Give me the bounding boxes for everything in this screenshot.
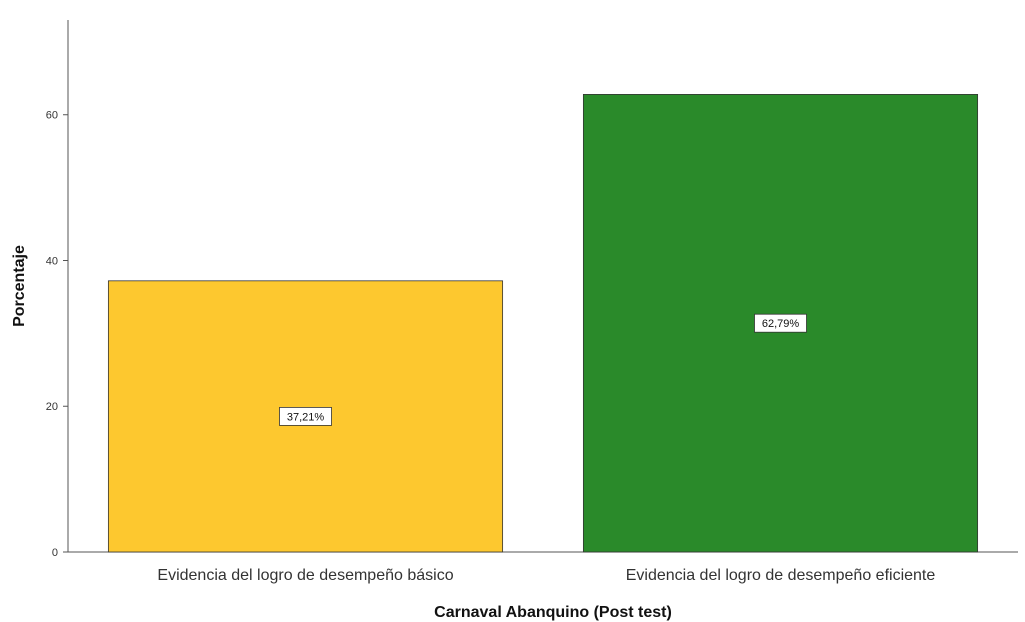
y-tick-label: 40: [46, 255, 58, 267]
y-axis-ticks: 0 20 40 60: [46, 110, 68, 559]
y-tick-label: 60: [46, 110, 58, 122]
y-tick-label: 20: [46, 401, 58, 413]
data-label: 62,79%: [762, 318, 800, 330]
bars: 37,21% 62,79%: [107, 94, 979, 553]
y-axis-title: Porcentaje: [11, 245, 28, 327]
data-label-box: [279, 407, 332, 426]
x-category-label: Evidencia del logro de desempeño básico: [157, 567, 453, 584]
x-category-label: Evidencia del logro de desempeño eficien…: [626, 567, 936, 584]
x-axis-tick-labels: Evidencia del logro de desempeño básico E…: [157, 567, 935, 584]
y-tick-label: 0: [52, 547, 58, 559]
data-label: 37,21%: [287, 411, 325, 423]
data-label-box: [754, 313, 807, 333]
x-axis-title: Carnaval Abanquino (Post test): [434, 604, 672, 621]
